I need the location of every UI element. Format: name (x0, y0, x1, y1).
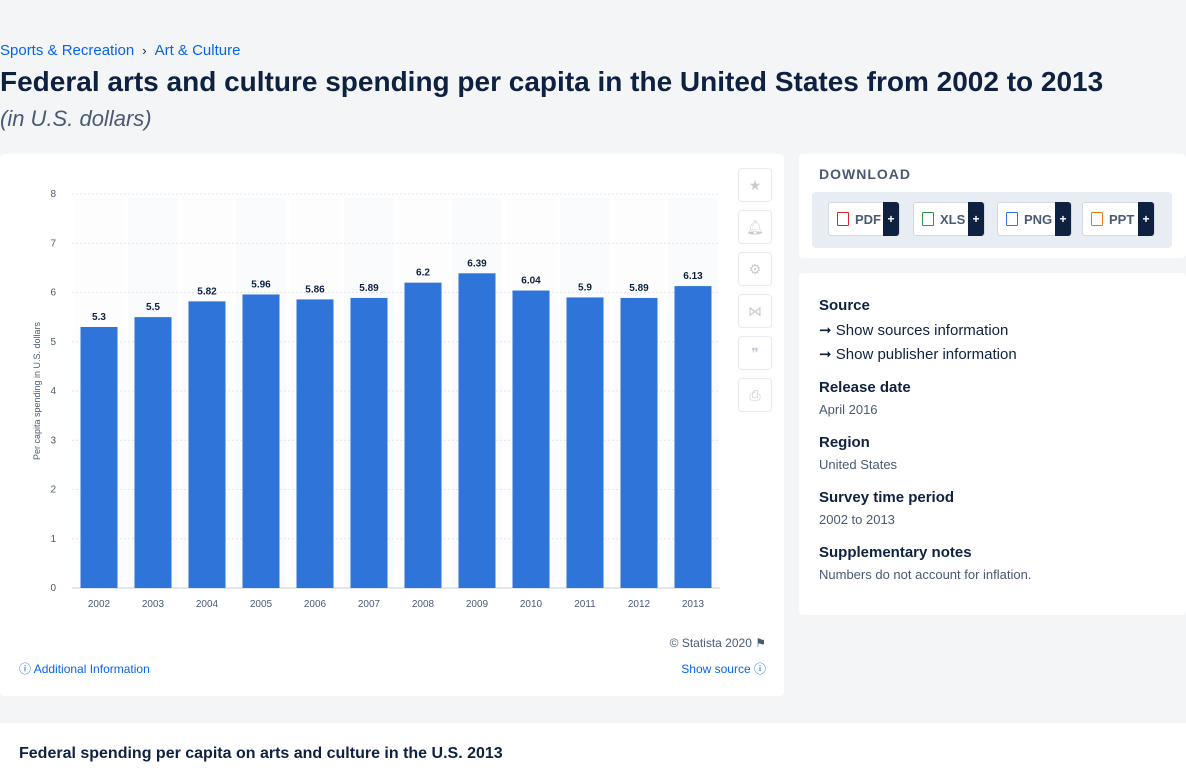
download-bar: PDF + XLS + PNG + PPT + (812, 192, 1172, 248)
gear-icon[interactable]: ⚙ (738, 252, 772, 286)
related-title[interactable]: Federal spending per capita on arts and … (19, 745, 503, 762)
bar (620, 297, 658, 588)
chart-toolbar: ★ 🔔︎ ⚙ ⋈ ❞ ⎙ (738, 168, 772, 420)
download-title: DOWNLOAD (819, 166, 911, 182)
ppt-file-icon (1091, 212, 1103, 226)
survey-period-label: Survey time period (819, 489, 955, 506)
download-card: DOWNLOAD PDF + XLS + PNG + PPT + (799, 154, 1186, 258)
x-tick-label: 2006 (304, 599, 327, 610)
breadcrumb: Sports & Recreation › Art & Culture (0, 42, 240, 59)
meta-card: Source ➞ Show sources information ➞ Show… (799, 273, 1186, 615)
y-tick-label: 5 (50, 337, 56, 348)
x-tick-label: 2005 (250, 599, 273, 610)
plus-icon: + (1138, 202, 1154, 236)
x-tick-label: 2013 (682, 599, 705, 610)
release-date-label: Release date (819, 379, 911, 396)
y-tick-label: 8 (50, 189, 56, 200)
copyright-label: © Statista 2020 ⚑ (669, 636, 766, 650)
x-tick-label: 2007 (358, 599, 381, 610)
breadcrumb-item-sports[interactable]: Sports & Recreation (0, 42, 135, 59)
notes-value: Numbers do not account for inflation. (819, 567, 1032, 582)
plus-icon: + (1055, 202, 1071, 236)
bar (350, 297, 388, 588)
bar (566, 297, 604, 588)
y-tick-label: 6 (50, 288, 56, 299)
x-tick-label: 2010 (520, 599, 543, 610)
additional-info-link[interactable]: ⓘ Additional Information (19, 662, 150, 676)
y-axis-label: Per capita spending in U.S. dollars (32, 321, 42, 460)
x-tick-label: 2004 (196, 599, 219, 610)
download-png-button[interactable]: PNG + (997, 202, 1072, 236)
y-tick-label: 1 (50, 534, 56, 545)
page-title: Federal arts and culture spending per ca… (0, 66, 1104, 97)
survey-period-value: 2002 to 2013 (819, 512, 895, 527)
x-tick-label: 2012 (628, 599, 651, 610)
bar-chart: 0 1 2 3 4 5 6 7 8 5.3 2002 5.5 2003 5.82 2004 5.96 2005 5… (32, 189, 720, 610)
arrow-right-icon: ➞ (819, 322, 832, 339)
bar (80, 326, 118, 588)
related-card: Federal spending per capita on arts and … (0, 723, 1186, 783)
bar (512, 290, 550, 588)
pdf-file-icon (837, 212, 849, 226)
data-label: 6.13 (683, 271, 703, 282)
release-date-value: April 2016 (819, 402, 878, 417)
source-label: Source (819, 297, 870, 314)
show-publisher-link[interactable]: ➞ Show publisher information (819, 346, 1017, 363)
y-tick-label: 4 (50, 386, 56, 397)
data-label: 5.89 (629, 283, 649, 294)
show-sources-link[interactable]: ➞ Show sources information (819, 322, 1009, 339)
chart-card: 0 1 2 3 4 5 6 7 8 5.3 2002 5.5 2003 5.82 2004 5.96 2005 5… (0, 154, 784, 696)
x-tick-label: 2008 (412, 599, 435, 610)
data-label: 6.2 (416, 268, 430, 279)
png-file-icon (1006, 212, 1018, 226)
data-label: 5.96 (251, 279, 271, 290)
data-label: 5.89 (359, 283, 379, 294)
arrow-right-icon: ➞ (819, 346, 832, 363)
share-icon[interactable]: ⋈ (738, 294, 772, 328)
download-ppt-button[interactable]: PPT + (1082, 202, 1155, 236)
data-label: 5.82 (197, 286, 217, 297)
bell-icon[interactable]: 🔔︎ (738, 210, 772, 244)
x-tick-label: 2003 (142, 599, 165, 610)
plus-icon: + (968, 202, 984, 236)
bar (188, 301, 226, 588)
bar (404, 282, 442, 588)
download-pdf-button[interactable]: PDF + (828, 202, 900, 236)
data-label: 6.04 (521, 276, 541, 287)
region-label: Region (819, 434, 870, 451)
data-label: 6.39 (467, 258, 487, 269)
data-label: 5.3 (92, 312, 106, 323)
plus-icon: + (883, 202, 899, 236)
y-tick-label: 3 (50, 435, 56, 446)
region-value: United States (819, 457, 898, 472)
xls-file-icon (922, 212, 934, 226)
bar (134, 317, 172, 588)
flag-icon[interactable]: ⚑ (755, 636, 766, 650)
bar (458, 273, 496, 588)
x-tick-label: 2002 (88, 599, 111, 610)
bar (242, 294, 280, 588)
data-label: 5.9 (578, 282, 592, 293)
bar (296, 299, 334, 588)
download-xls-button[interactable]: XLS + (913, 202, 985, 236)
page-subtitle: (in U.S. dollars) (0, 106, 152, 131)
data-label: 5.5 (146, 302, 160, 313)
print-icon[interactable]: ⎙ (738, 378, 772, 412)
star-icon[interactable]: ★ (738, 168, 772, 202)
notes-label: Supplementary notes (819, 544, 972, 561)
show-source-link[interactable]: Show source ⓘ (681, 662, 766, 676)
quote-icon[interactable]: ❞ (738, 336, 772, 370)
breadcrumb-item-art[interactable]: Art & Culture (154, 42, 241, 59)
y-tick-label: 2 (50, 485, 56, 496)
bar (674, 286, 712, 588)
chevron-right-icon: › (142, 43, 147, 58)
x-tick-label: 2009 (466, 599, 489, 610)
y-tick-label: 7 (50, 238, 56, 249)
info-icon: ⓘ (753, 662, 766, 676)
x-tick-label: 2011 (574, 599, 596, 610)
data-label: 5.86 (305, 284, 325, 295)
y-tick-label: 0 (50, 583, 56, 594)
info-icon: ⓘ (19, 662, 32, 676)
